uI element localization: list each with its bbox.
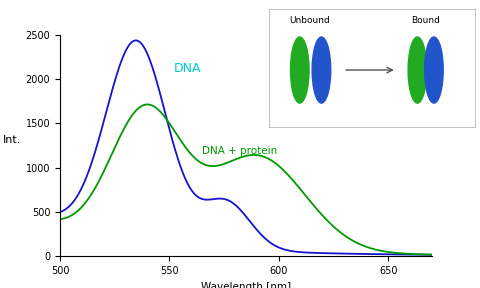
Text: DNA: DNA [174,62,201,75]
Text: Bound: Bound [411,16,440,25]
Text: DNA + protein: DNA + protein [202,146,277,156]
X-axis label: Wavelength [nm]: Wavelength [nm] [201,282,291,288]
Ellipse shape [290,37,309,103]
Ellipse shape [312,37,331,103]
Ellipse shape [425,37,443,103]
Text: Unbound: Unbound [290,16,330,25]
Y-axis label: Int.: Int. [2,135,21,145]
Ellipse shape [408,37,427,103]
